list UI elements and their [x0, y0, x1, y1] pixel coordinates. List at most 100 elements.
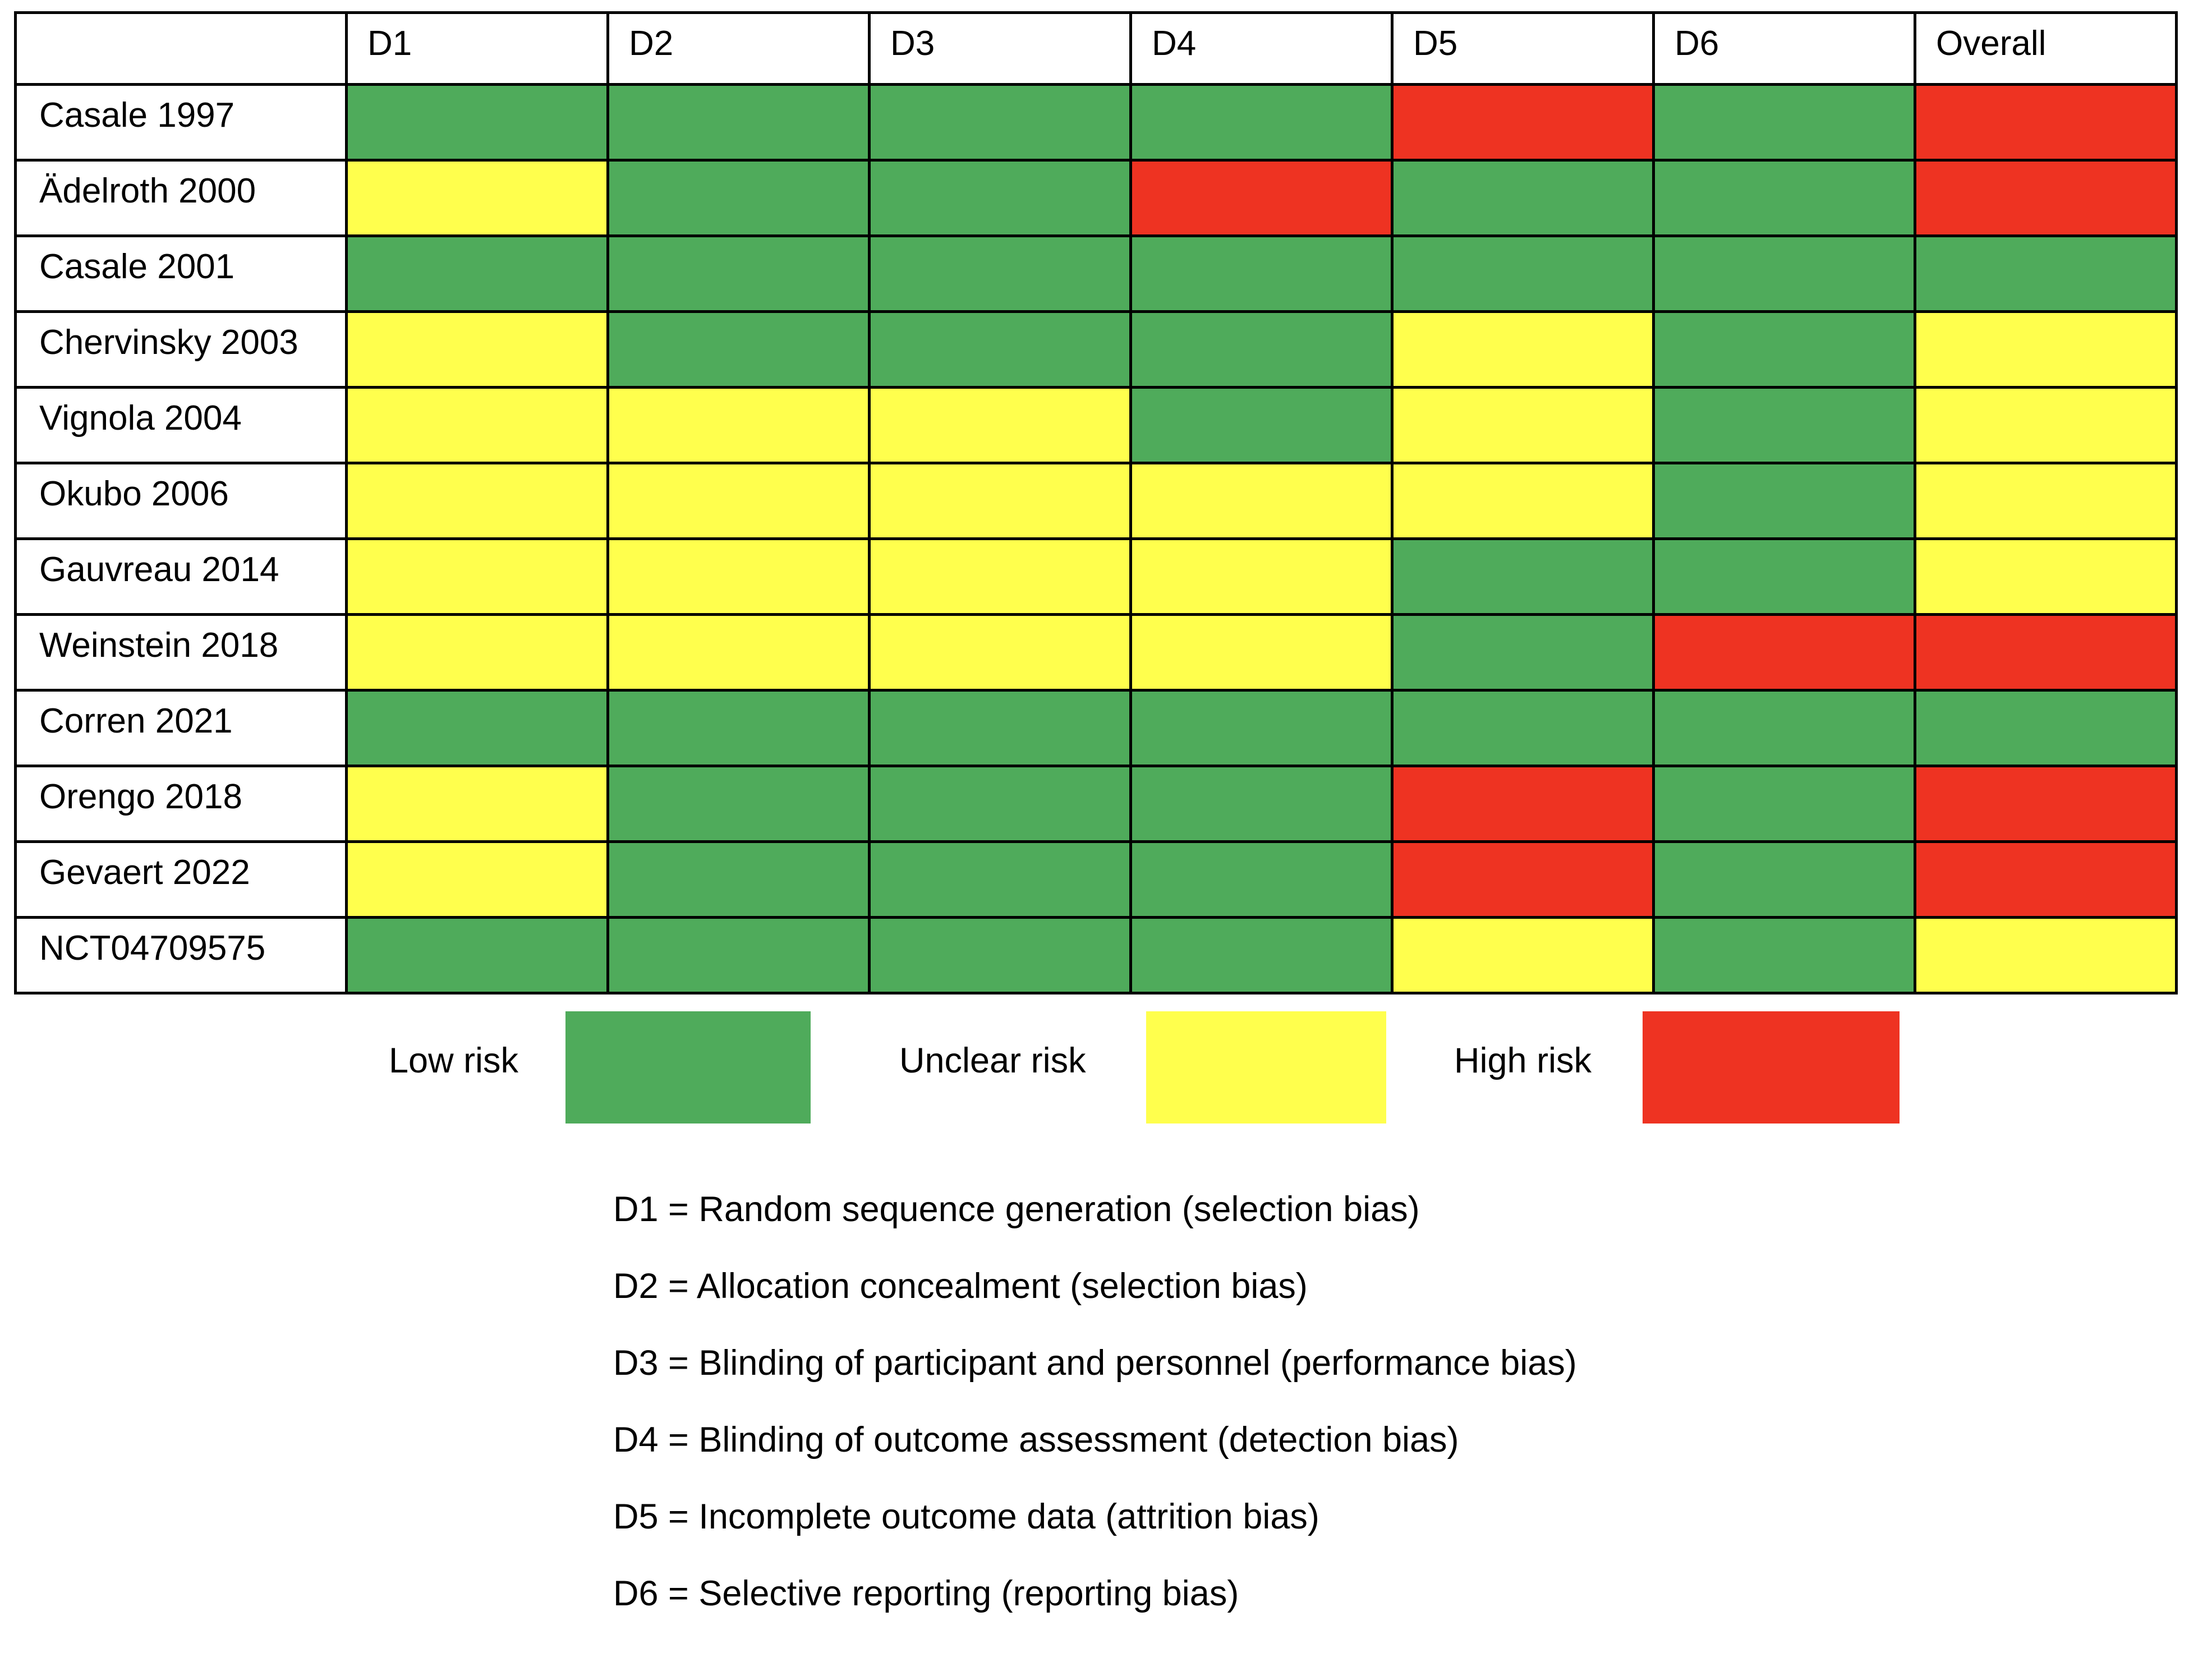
risk-cell-d5-low [1391, 613, 1655, 692]
risk-cell-d6-low [1652, 537, 1916, 616]
column-header-d2: D2 [606, 11, 871, 86]
risk-cell-d5-low [1391, 234, 1655, 313]
risk-cell-d2-low [606, 310, 871, 389]
risk-cell-overall-low [1914, 689, 2178, 767]
risk-cell-overall-low [1914, 234, 2178, 313]
column-header-d5: D5 [1391, 11, 1655, 86]
column-header-d6: D6 [1652, 11, 1916, 86]
table-row: Ädelroth 2000 [14, 159, 2178, 237]
risk-cell-d2-unclear [606, 537, 871, 616]
risk-cell-d3-unclear [868, 613, 1132, 692]
risk-cell-d1-low [345, 916, 609, 994]
risk-cell-d2-unclear [606, 613, 871, 692]
domain-definitions: D1 = Random sequence generation (selecti… [613, 1192, 1577, 1653]
risk-cell-d1-unclear [345, 613, 609, 692]
study-name-cell: Casale 2001 [14, 234, 348, 313]
study-name-cell: Chervinsky 2003 [14, 310, 348, 389]
risk-cell-d4-low [1129, 386, 1394, 464]
definition-d6: D6 = Selective reporting (reporting bias… [613, 1574, 1239, 1613]
risk-cell-d1-unclear [345, 159, 609, 237]
definition-d5: D5 = Incomplete outcome data (attrition … [613, 1497, 1319, 1536]
risk-cell-d5-unclear [1391, 462, 1655, 540]
risk-cell-d4-low [1129, 83, 1394, 162]
risk-cell-overall-high [1914, 765, 2178, 843]
column-header-d3: D3 [868, 11, 1132, 86]
risk-cell-d5-unclear [1391, 386, 1655, 464]
risk-cell-d2-low [606, 159, 871, 237]
table-row: Weinstein 2018 [14, 613, 2178, 692]
risk-cell-d3-low [868, 310, 1132, 389]
risk-cell-d3-low [868, 689, 1132, 767]
risk-cell-d3-low [868, 159, 1132, 237]
risk-cell-d1-unclear [345, 765, 609, 843]
risk-cell-d1-low [345, 83, 609, 162]
study-name-cell: Okubo 2006 [14, 462, 348, 540]
legend-label-high: High risk [1454, 1041, 1592, 1080]
risk-cell-d6-low [1652, 916, 1916, 994]
risk-cell-d1-unclear [345, 840, 609, 919]
study-name-cell: Gauvreau 2014 [14, 537, 348, 616]
risk-cell-d3-low [868, 234, 1132, 313]
table-row: Chervinsky 2003 [14, 310, 2178, 389]
definition-d3: D3 = Blinding of participant and personn… [613, 1343, 1577, 1383]
risk-cell-d5-high [1391, 840, 1655, 919]
study-name-cell: Ädelroth 2000 [14, 159, 348, 237]
legend-swatch-low [565, 1011, 811, 1124]
risk-cell-d3-low [868, 840, 1132, 919]
risk-cell-d5-low [1391, 537, 1655, 616]
risk-cell-d4-low [1129, 689, 1394, 767]
table-row: Corren 2021 [14, 689, 2178, 767]
risk-cell-d4-high [1129, 159, 1394, 237]
definition-d1: D1 = Random sequence generation (selecti… [613, 1190, 1420, 1229]
study-name-cell: Orengo 2018 [14, 765, 348, 843]
risk-cell-d5-low [1391, 159, 1655, 237]
risk-cell-d5-low [1391, 689, 1655, 767]
definition-d4: D4 = Blinding of outcome assessment (det… [613, 1420, 1459, 1459]
risk-cell-d2-low [606, 689, 871, 767]
definition-d2: D2 = Allocation concealment (selection b… [613, 1267, 1308, 1306]
risk-cell-d4-unclear [1129, 537, 1394, 616]
risk-cell-d1-unclear [345, 462, 609, 540]
risk-cell-d4-low [1129, 310, 1394, 389]
risk-cell-d2-low [606, 765, 871, 843]
column-header-d4: D4 [1129, 11, 1394, 86]
risk-cell-d3-unclear [868, 462, 1132, 540]
table-row: Casale 2001 [14, 234, 2178, 313]
table-row: Vignola 2004 [14, 386, 2178, 464]
risk-cell-d1-unclear [345, 537, 609, 616]
risk-cell-d6-low [1652, 765, 1916, 843]
column-header-overall: Overall [1914, 11, 2178, 86]
risk-cell-d4-unclear [1129, 613, 1394, 692]
risk-cell-d4-low [1129, 840, 1394, 919]
risk-cell-d6-low [1652, 689, 1916, 767]
risk-cell-d5-high [1391, 83, 1655, 162]
risk-cell-d4-low [1129, 234, 1394, 313]
risk-cell-d4-low [1129, 765, 1394, 843]
risk-cell-overall-unclear [1914, 310, 2178, 389]
risk-cell-overall-high [1914, 840, 2178, 919]
risk-cell-d6-low [1652, 386, 1916, 464]
table-row: Gevaert 2022 [14, 840, 2178, 919]
risk-cell-d5-unclear [1391, 916, 1655, 994]
risk-cell-overall-high [1914, 83, 2178, 162]
risk-cell-d3-low [868, 916, 1132, 994]
study-name-cell: Vignola 2004 [14, 386, 348, 464]
study-name-cell: Corren 2021 [14, 689, 348, 767]
table-row: NCT04709575 [14, 916, 2178, 994]
risk-cell-d4-unclear [1129, 462, 1394, 540]
risk-cell-d6-low [1652, 83, 1916, 162]
study-name-cell: Weinstein 2018 [14, 613, 348, 692]
risk-cell-d6-high [1652, 613, 1916, 692]
risk-cell-d3-low [868, 83, 1132, 162]
table-row: Casale 1997 [14, 83, 2178, 162]
column-header-d1: D1 [345, 11, 609, 86]
table-row: Orengo 2018 [14, 765, 2178, 843]
legend-label-unclear: Unclear risk [899, 1041, 1086, 1080]
risk-cell-d1-low [345, 689, 609, 767]
risk-cell-overall-unclear [1914, 537, 2178, 616]
risk-cell-d1-unclear [345, 310, 609, 389]
header-row: D1 D2 D3 D4 D5 D6 Overall [14, 11, 2178, 86]
study-name-cell: NCT04709575 [14, 916, 348, 994]
risk-cell-d3-low [868, 765, 1132, 843]
study-name-cell: Casale 1997 [14, 83, 348, 162]
